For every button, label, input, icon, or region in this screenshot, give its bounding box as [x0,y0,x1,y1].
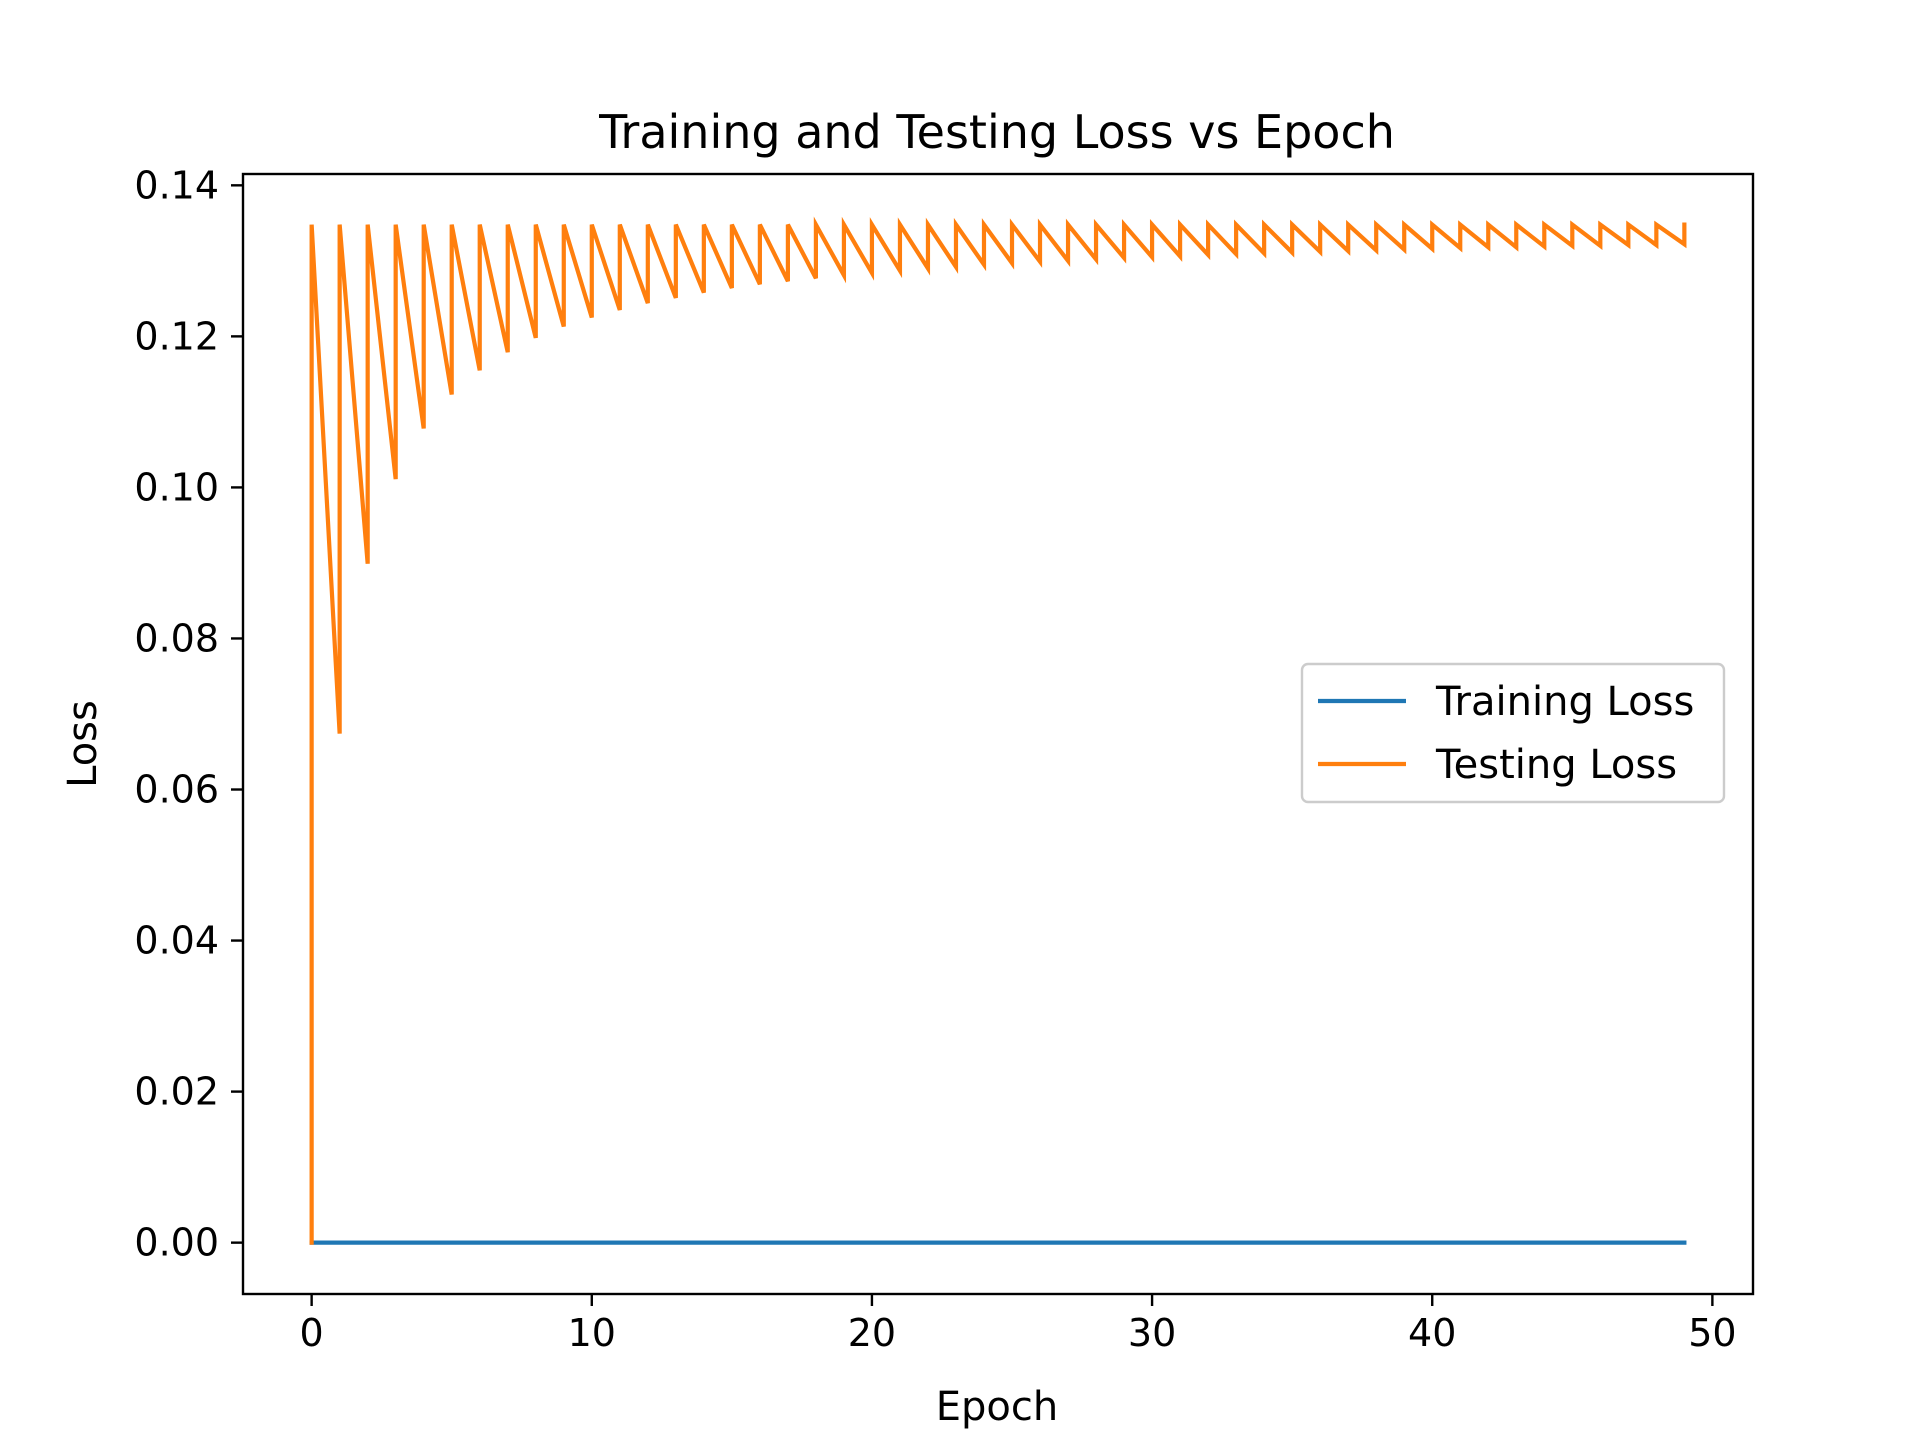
y-tick-label: 0.06 [134,768,219,812]
legend-label-training-loss: Training Loss [1435,679,1694,725]
x-tick-label: 30 [1128,1311,1176,1355]
x-tick-label: 40 [1408,1311,1456,1355]
y-tick-label: 0.02 [134,1070,219,1114]
x-tick-label: 20 [848,1311,896,1355]
y-axis-label: Loss [60,700,106,788]
y-tick-label: 0.14 [134,163,219,207]
y-tick-label: 0.10 [134,465,219,509]
chart-title: Training and Testing Loss vs Epoch [598,105,1395,159]
legend-box [1300,662,1726,804]
plot-frame [241,172,1755,1296]
plot-layer: 0 10 20 30 40 50 0.00 0.02 0.04 0.06 0.08 0.10 0.12 0… [134,163,1755,1355]
x-tick-label: 50 [1688,1311,1736,1355]
x-tick-label: 0 [300,1311,324,1355]
x-axis-label: Epoch [936,1384,1058,1430]
y-tick-label: 0.00 [134,1221,219,1265]
y-tick-label: 0.04 [134,919,219,963]
y-tick-label: 0.08 [134,616,219,660]
y-tick-label: 0.12 [134,314,219,358]
legend-label-testing-loss: Testing Loss [1435,742,1677,788]
series-line-testing-loss [309,216,1687,1245]
x-tick-label: 10 [568,1311,616,1355]
